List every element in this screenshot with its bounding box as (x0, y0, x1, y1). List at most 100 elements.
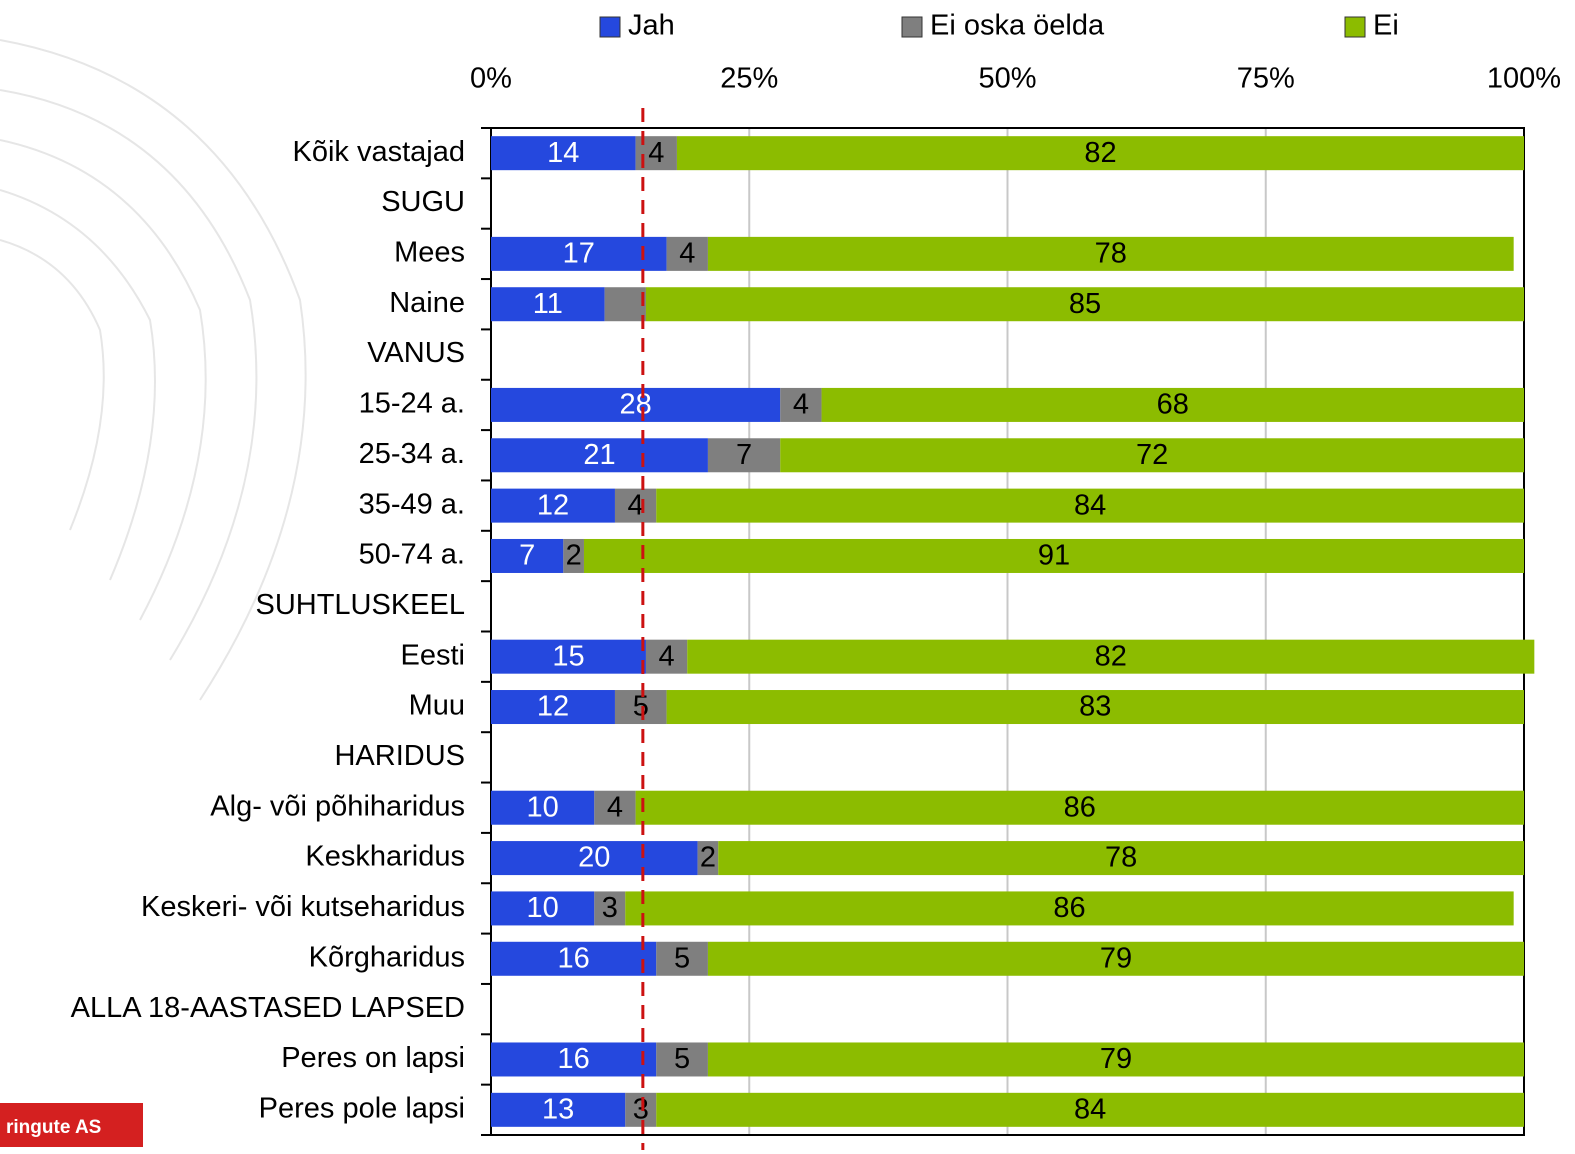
data-label: 86 (1064, 791, 1096, 823)
data-label: 83 (1079, 691, 1111, 723)
data-label: 4 (679, 238, 695, 270)
data-label: 16 (558, 1043, 590, 1075)
bar-segment (707, 941, 1524, 976)
data-label: 2 (566, 540, 582, 572)
bar-segment (656, 1092, 1524, 1127)
bar-segment (780, 438, 1524, 473)
data-label: 16 (558, 942, 590, 974)
data-label: 79 (1100, 1043, 1132, 1075)
bar-segment (491, 236, 667, 271)
y-tick-label: Peres on lapsi (281, 1042, 465, 1074)
data-label: 11 (533, 288, 563, 320)
data-label: 12 (537, 691, 569, 723)
y-tick-label: Mees (394, 237, 465, 269)
data-label: 84 (1074, 489, 1106, 521)
data-label: 7 (736, 439, 752, 471)
bar-segment (718, 841, 1524, 876)
data-label: 4 (793, 389, 809, 421)
bar-segment (491, 941, 657, 976)
data-label: 91 (1038, 540, 1070, 572)
bar-segment (821, 387, 1524, 422)
data-label: 14 (547, 137, 579, 169)
data-label: 10 (527, 892, 559, 924)
bar-segment (563, 538, 584, 573)
data-label: 4 (607, 791, 623, 823)
legend-swatch (1344, 16, 1366, 38)
data-label: 3 (633, 1093, 649, 1125)
y-tick-label: Keskharidus (305, 841, 465, 873)
bar-segment (656, 1042, 708, 1077)
bar-segment (491, 841, 698, 876)
y-tick-label: SUHTLUSKEEL (255, 589, 465, 621)
y-tick-label: 35-49 a. (359, 488, 465, 520)
bar-segment (491, 438, 708, 473)
bar-segment (645, 287, 1524, 322)
y-tick-label: Alg- või põhiharidus (210, 790, 465, 822)
x-tick-label: 0% (470, 63, 512, 95)
data-label: 7 (519, 540, 535, 572)
bar-segment (491, 488, 615, 523)
y-tick-label: 15-24 a. (359, 388, 465, 420)
data-label: 20 (578, 842, 610, 874)
legend-label: Ei oska öelda (930, 10, 1105, 42)
bar-segment (491, 1092, 626, 1127)
data-label: 86 (1053, 892, 1085, 924)
bar-segment (491, 1042, 657, 1077)
y-tick-label: 50-74 a. (359, 539, 465, 571)
x-tick-label: 75% (1237, 63, 1295, 95)
data-label: 13 (542, 1093, 574, 1125)
bar-segment (594, 790, 636, 825)
data-label: 28 (619, 389, 651, 421)
bar-segment (676, 136, 1524, 171)
bar-segment (780, 387, 822, 422)
data-label: 82 (1084, 137, 1116, 169)
bar-segment (614, 488, 657, 523)
logo-text: ringute AS (6, 1117, 101, 1138)
data-label: 2 (700, 842, 716, 874)
y-tick-label: Kõrgharidus (309, 941, 465, 973)
legend-label: Ei (1373, 10, 1399, 42)
data-label: 82 (1095, 640, 1127, 672)
y-tick-label: VANUS (367, 337, 465, 369)
y-tick-label: 25-34 a. (359, 438, 465, 470)
data-label: 5 (674, 942, 690, 974)
y-tick-label: SUGU (381, 186, 465, 218)
data-label: 5 (633, 691, 649, 723)
x-tick-label: 100% (1487, 63, 1561, 95)
data-label: 4 (648, 137, 664, 169)
bar-segment (491, 639, 646, 674)
bar-segment (707, 1042, 1524, 1077)
data-label: 10 (527, 791, 559, 823)
bar-segment (583, 538, 1524, 573)
data-label: 4 (659, 640, 675, 672)
x-tick-label: 25% (720, 63, 778, 95)
y-tick-label: Kõik vastajad (293, 136, 466, 168)
data-label: 84 (1074, 1093, 1106, 1125)
legend-swatch (901, 16, 923, 38)
y-tick-label: Muu (409, 690, 465, 722)
y-tick-label: HARIDUS (334, 740, 465, 772)
data-label: 72 (1136, 439, 1168, 471)
data-label: 78 (1095, 238, 1127, 270)
data-label: 79 (1100, 942, 1132, 974)
background-contours (0, 39, 307, 701)
bar-segment (614, 690, 667, 725)
data-label: 15 (552, 640, 584, 672)
bar-segment (656, 488, 1524, 523)
x-tick-label: 50% (978, 63, 1036, 95)
legend-label: Jah (628, 10, 675, 42)
legend-swatch (599, 16, 621, 38)
bar-segment (491, 790, 595, 825)
bar-segment (594, 891, 626, 926)
data-label: 3 (602, 892, 618, 924)
bar-segment (491, 387, 781, 422)
data-label: 85 (1069, 288, 1101, 320)
bar-segment (604, 287, 646, 322)
bar-segment (697, 841, 719, 876)
data-label: 12 (537, 489, 569, 521)
bar-segment (645, 639, 688, 674)
y-tick-label: ALLA 18-AASTASED LAPSED (71, 992, 465, 1024)
y-tick-label: Eesti (401, 639, 465, 671)
data-label: 4 (628, 489, 644, 521)
logo-box (0, 1103, 143, 1147)
